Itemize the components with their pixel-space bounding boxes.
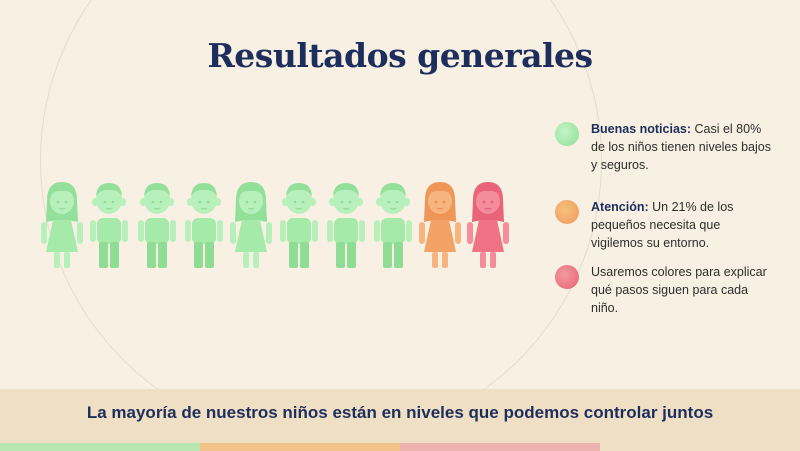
boy-figure-icon bbox=[277, 178, 321, 272]
legend-text: Buenas noticias: Casi el 80% de los niño… bbox=[591, 122, 771, 172]
girl-figure-icon bbox=[40, 178, 84, 272]
footer-banner: La mayoría de nuestros niños están en ni… bbox=[0, 389, 800, 443]
orange-dot-icon bbox=[555, 200, 579, 224]
boy-figure-icon bbox=[135, 178, 179, 272]
stripe-red bbox=[400, 443, 600, 451]
green-dot-icon bbox=[555, 122, 579, 146]
boy-figure-icon bbox=[371, 178, 415, 272]
girl-figure-icon bbox=[418, 178, 462, 272]
red-dot-icon bbox=[555, 265, 579, 289]
stripe-beige bbox=[600, 443, 800, 451]
stripe-green bbox=[0, 443, 200, 451]
boy-figure-icon bbox=[87, 178, 131, 272]
legend-text: Atención: Un 21% de los pequeños necesit… bbox=[591, 200, 734, 250]
girl-figure-icon bbox=[466, 178, 510, 272]
stripe-orange bbox=[200, 443, 400, 451]
children-illustration bbox=[40, 178, 520, 274]
legend-text: Usaremos colores para explicar qué pasos… bbox=[591, 265, 767, 315]
girl-figure-icon bbox=[229, 178, 273, 272]
boy-figure-icon bbox=[324, 178, 368, 272]
boy-figure-icon bbox=[182, 178, 226, 272]
page-title: Resultados generales bbox=[207, 36, 593, 75]
footer-text: La mayoría de nuestros niños están en ni… bbox=[86, 403, 714, 422]
